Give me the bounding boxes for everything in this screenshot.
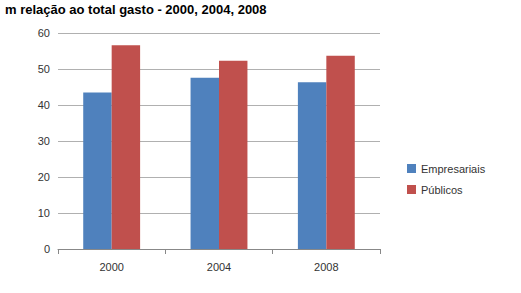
svg-text:50: 50 — [38, 63, 50, 75]
svg-text:Empresariais: Empresariais — [421, 163, 486, 175]
svg-text:30: 30 — [38, 135, 50, 147]
svg-text:2004: 2004 — [207, 261, 231, 273]
svg-text:60: 60 — [38, 27, 50, 39]
svg-text:2008: 2008 — [314, 261, 338, 273]
svg-text:2000: 2000 — [99, 261, 123, 273]
svg-text:m relação ao total gasto - 200: m relação ao total gasto - 2000, 2004, 2… — [5, 2, 267, 17]
svg-text:20: 20 — [38, 171, 50, 183]
svg-text:0: 0 — [44, 243, 50, 255]
svg-text:Públicos: Públicos — [421, 184, 463, 196]
svg-text:40: 40 — [38, 99, 50, 111]
svg-text:10: 10 — [38, 207, 50, 219]
